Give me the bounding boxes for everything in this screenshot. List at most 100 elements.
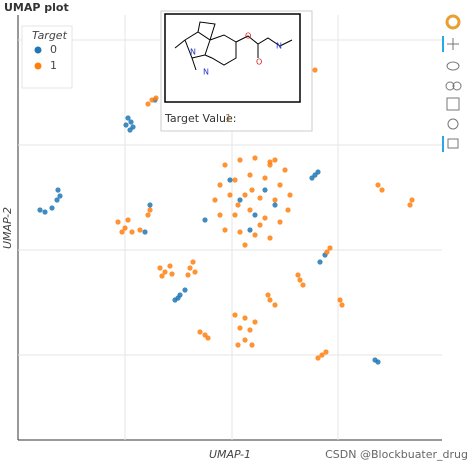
pan-tool[interactable] [447, 38, 459, 50]
legend: Target 0 1 [21, 25, 73, 89]
lasso-tool[interactable] [446, 61, 460, 71]
point [55, 187, 61, 193]
point [249, 187, 255, 193]
point [49, 205, 55, 211]
point [337, 297, 343, 303]
bokeh-logo[interactable] [445, 14, 461, 30]
point [272, 302, 278, 308]
point [127, 127, 133, 133]
point [153, 95, 159, 101]
point [262, 187, 268, 193]
point [252, 155, 258, 161]
point [237, 197, 243, 203]
chart-title: UMAP plot [4, 1, 69, 14]
point [315, 169, 321, 175]
point [167, 263, 173, 269]
point [315, 355, 321, 361]
point [257, 222, 263, 228]
point [312, 67, 318, 73]
point [185, 272, 191, 278]
point [242, 337, 248, 343]
molecule [174, 21, 293, 71]
point [317, 259, 323, 265]
point [300, 282, 306, 288]
point [222, 227, 228, 233]
point [272, 157, 278, 163]
point [277, 219, 283, 225]
point [375, 359, 381, 365]
save-tool[interactable] [446, 97, 460, 111]
legend-label: 0 [50, 43, 57, 56]
point [202, 217, 208, 223]
point [242, 315, 248, 321]
point [262, 215, 268, 221]
legend-swatch [34, 46, 42, 54]
point [147, 207, 153, 213]
point [212, 197, 218, 203]
point [247, 327, 253, 333]
point [157, 265, 163, 271]
point [265, 292, 271, 298]
reset-tool[interactable] [447, 118, 459, 130]
legend-box [21, 25, 73, 89]
point [247, 172, 253, 178]
point [272, 202, 278, 208]
point [147, 202, 153, 208]
point [232, 177, 238, 183]
point [192, 269, 198, 275]
wheel-zoom-tool-2 [452, 81, 462, 91]
point [237, 325, 243, 331]
point [129, 229, 135, 235]
point [319, 352, 325, 358]
point [162, 269, 168, 275]
point [232, 212, 238, 218]
point [252, 232, 258, 238]
point [247, 227, 253, 233]
point [169, 271, 175, 277]
point [145, 212, 151, 218]
atom-label: N [203, 68, 209, 77]
point [235, 342, 241, 348]
y-axis-label: UMAP-2 [1, 207, 14, 249]
point [249, 342, 255, 348]
point [217, 212, 223, 218]
x-axis-label: UMAP-1 [209, 448, 251, 461]
point [123, 122, 129, 128]
point [327, 245, 333, 251]
points [37, 67, 415, 365]
wheel-zoom-tool[interactable] [445, 81, 455, 91]
point [339, 302, 345, 308]
tooltip-label: Target Value: [164, 112, 236, 125]
point [285, 207, 291, 213]
point [37, 207, 43, 213]
point [375, 182, 381, 188]
point [242, 192, 248, 198]
point [125, 115, 131, 121]
atom-label: O [245, 32, 251, 41]
point [235, 202, 241, 208]
point [232, 312, 238, 318]
point [247, 207, 253, 213]
point [159, 273, 165, 279]
point [187, 265, 193, 271]
point [42, 209, 48, 215]
atom-label: N [190, 48, 196, 57]
point [324, 249, 330, 255]
point [182, 287, 188, 293]
point [227, 192, 233, 198]
point [222, 162, 228, 168]
point [227, 177, 233, 183]
tooltip: N N O O N Target Value: 1 [160, 10, 313, 132]
point [282, 167, 288, 173]
point [237, 229, 243, 235]
molecule-frame [164, 13, 301, 103]
point [267, 235, 273, 241]
atom-label: N [276, 42, 282, 51]
point [277, 182, 283, 188]
hover-tool[interactable] [447, 138, 459, 149]
point [297, 277, 303, 283]
point [142, 229, 148, 235]
point [57, 193, 63, 199]
legend-label: 1 [50, 59, 57, 72]
point [257, 195, 263, 201]
